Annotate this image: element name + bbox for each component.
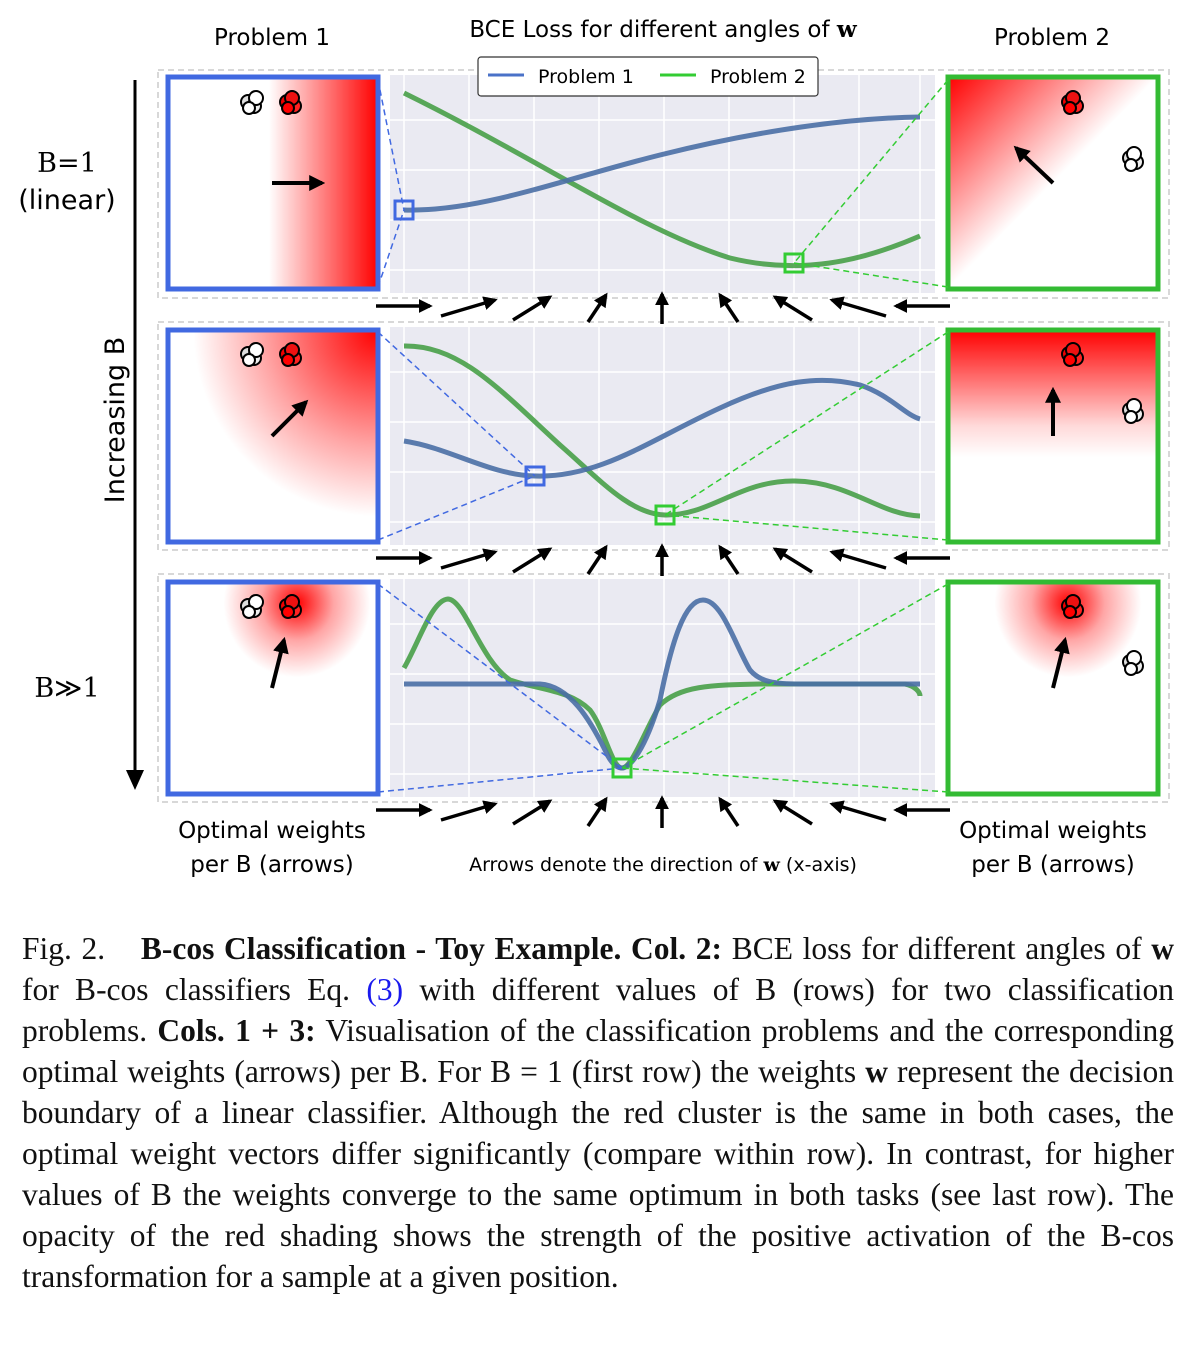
left-row2-weight-arrow — [270, 399, 309, 438]
left-row2-white-cluster — [240, 342, 264, 367]
col1-title: Problem 1 — [214, 25, 330, 51]
caption-text1: BCE loss for different angles of — [731, 931, 1142, 966]
legend-label-problem2: Problem 2 — [710, 66, 806, 88]
bottom-left-label-line2: per B (arrows) — [190, 852, 354, 878]
legend: Problem 1 Problem 2 — [477, 56, 819, 97]
left-row2-red-cluster — [279, 342, 302, 367]
caption-w1: w — [1151, 931, 1174, 966]
caption-title: B-cos Classification - Toy Example. — [140, 931, 622, 966]
right-row1-white-cluster — [1122, 146, 1144, 172]
row2-problem1-optimum — [524, 465, 546, 487]
right-row3-weight-arrow — [1051, 636, 1070, 689]
caption-fig-label: Fig. 2. — [22, 931, 106, 966]
left-row3-white-cluster — [240, 594, 264, 619]
caption-col2-label: Col. 2: — [631, 931, 723, 966]
row3-problem2-optimum — [611, 757, 633, 779]
bottom-left-label-line1: Optimal weights — [178, 818, 366, 844]
right-panel-row3 — [945, 579, 1173, 797]
col3-title: Problem 2 — [994, 25, 1110, 51]
row1-problem2-curve — [402, 90, 921, 269]
bottom-center-label: Arrows denote the direction of w (x-axis… — [469, 854, 857, 876]
bottom-right-label-line2: per B (arrows) — [971, 852, 1135, 878]
caption-text3: with different values of B (rows) for tw… — [22, 972, 1174, 1048]
row3-direction-arrows — [376, 795, 950, 828]
right-row1-weight-arrow — [1013, 145, 1055, 185]
clusters — [240, 90, 1144, 676]
row-label-bgg: B≫1 — [34, 673, 99, 704]
connector-lines — [377, 79, 949, 793]
row1-problem1-optimum — [393, 199, 415, 221]
row2-problem2-optimum — [654, 504, 676, 526]
left-row1-white-cluster — [240, 90, 264, 115]
left-row1-red-cluster — [279, 90, 302, 115]
right-row1-red-cluster — [1061, 90, 1084, 115]
caption-text4: Visualisation of the classification prob… — [22, 1013, 1174, 1089]
bottom-right-label-line1: Optimal weights — [959, 818, 1147, 844]
row2-direction-arrows — [376, 543, 950, 576]
row2-problem2-curve — [403, 343, 921, 519]
left-row3-red-cluster — [279, 594, 302, 619]
row1-problem1-curve — [403, 114, 921, 213]
row3-problem1-curve — [404, 597, 920, 771]
right-row2-white-cluster — [1122, 398, 1144, 424]
caption-text5: represent the decision boundary of a lin… — [22, 1054, 1175, 1294]
caption-cols-label: Cols. 1 + 3: — [157, 1013, 316, 1048]
increasing-b-label: Increasing B — [100, 337, 131, 504]
row1-problem2-optimum — [783, 252, 805, 274]
right-row3-white-cluster — [1122, 650, 1144, 676]
caption-w2: w — [865, 1054, 888, 1089]
optimum-markers — [393, 199, 805, 779]
row-label-b1: B=1 — [37, 148, 97, 179]
row1-direction-arrows — [376, 291, 950, 324]
right-row3-red-cluster — [1061, 594, 1084, 619]
row2-problem1-curve — [403, 377, 921, 479]
right-row2-red-cluster — [1061, 342, 1084, 367]
row-label-linear: (linear) — [18, 185, 115, 216]
left-row3-weight-arrow — [270, 636, 289, 689]
increasing-b-arrow-head — [126, 770, 144, 790]
caption-eq-ref-link[interactable]: (3) — [366, 972, 404, 1007]
figure: Problem 1 BCE Loss for different angles … — [18, 16, 1173, 878]
x-axis-direction-arrows — [376, 291, 950, 828]
plot-row1 — [390, 75, 935, 293]
legend-label-problem1: Problem 1 — [538, 66, 634, 88]
left-panel-row2 — [165, 327, 381, 545]
figure-caption: Fig. 2. B-cos Classification - Toy Examp… — [22, 928, 1174, 1297]
caption-text2: for B-cos classifiers Eq. — [22, 972, 351, 1007]
optimal-weight-arrows — [270, 145, 1070, 689]
col2-title: BCE Loss for different angles of w — [469, 16, 858, 43]
